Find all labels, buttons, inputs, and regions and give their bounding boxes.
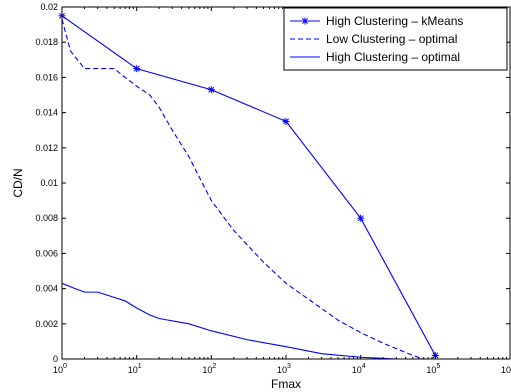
star-stroke — [302, 18, 308, 24]
x-tick-base: 10 — [426, 365, 436, 375]
x-tick-exponent: 1 — [138, 363, 142, 370]
x-tick-label: 106 — [501, 363, 511, 375]
legend: High Clustering – kMeans Low Clustering –… — [283, 7, 508, 71]
x-tick-base: 10 — [202, 365, 212, 375]
legend-star-marker — [301, 17, 309, 25]
x-tick-label: 102 — [202, 363, 216, 375]
series-line-0 — [61, 15, 436, 356]
series-line-2 — [61, 282, 397, 360]
x-tick-exponent: 4 — [362, 363, 366, 370]
y-tick-label: 0.02 — [40, 2, 58, 12]
star-stroke — [357, 215, 364, 222]
x-tick-base: 10 — [352, 365, 362, 375]
legend-box — [283, 7, 508, 71]
star-stroke — [208, 86, 215, 93]
x-tick-exponent: 5 — [436, 363, 440, 370]
x-tick-label: 100 — [53, 363, 67, 375]
series-point-star — [357, 214, 365, 222]
x-tick-label: 105 — [426, 363, 440, 375]
x-tick-exponent: 3 — [287, 363, 291, 370]
legend-label-2: High Clustering – optimal — [326, 50, 460, 64]
y-tick-label: 0.01 — [40, 178, 58, 188]
y-tick-label: 0.008 — [35, 213, 58, 223]
x-tick-exponent: 2 — [212, 363, 216, 370]
star-stroke — [133, 65, 140, 72]
plot-frame — [61, 6, 511, 360]
y-tick-label: 0.012 — [35, 143, 58, 153]
x-tick-exponent: 0 — [63, 363, 67, 370]
star-stroke — [283, 118, 289, 125]
series-point-star — [207, 86, 215, 94]
x-tick-label: 101 — [128, 363, 142, 375]
y-tick-label: 0.018 — [35, 37, 58, 47]
x-tick-base: 10 — [277, 365, 287, 375]
y-axis-title: CD/N — [11, 168, 25, 197]
x-tick-base: 10 — [501, 365, 511, 375]
y-tick-label: 0 — [53, 354, 58, 364]
series-layer — [58, 12, 439, 360]
x-axis-title: Fmax — [271, 377, 301, 391]
series-point-star — [282, 117, 290, 125]
x-tick-base: 10 — [128, 365, 138, 375]
y-tick-label: 0.002 — [35, 319, 58, 329]
y-tick-label: 0.016 — [35, 72, 58, 82]
series-line-1 — [61, 19, 424, 360]
x-tick-label: 103 — [277, 363, 291, 375]
x-tick-base: 10 — [53, 365, 63, 375]
legend-label-1: Low Clustering – optimal — [326, 32, 457, 46]
y-tick-label: 0.004 — [35, 284, 58, 294]
x-tick-label: 104 — [352, 363, 366, 375]
y-tick-label: 0.006 — [35, 248, 58, 258]
legend-label-0: High Clustering – kMeans — [326, 14, 463, 28]
y-tick-label: 0.014 — [35, 108, 58, 118]
series-point-star — [133, 65, 141, 73]
